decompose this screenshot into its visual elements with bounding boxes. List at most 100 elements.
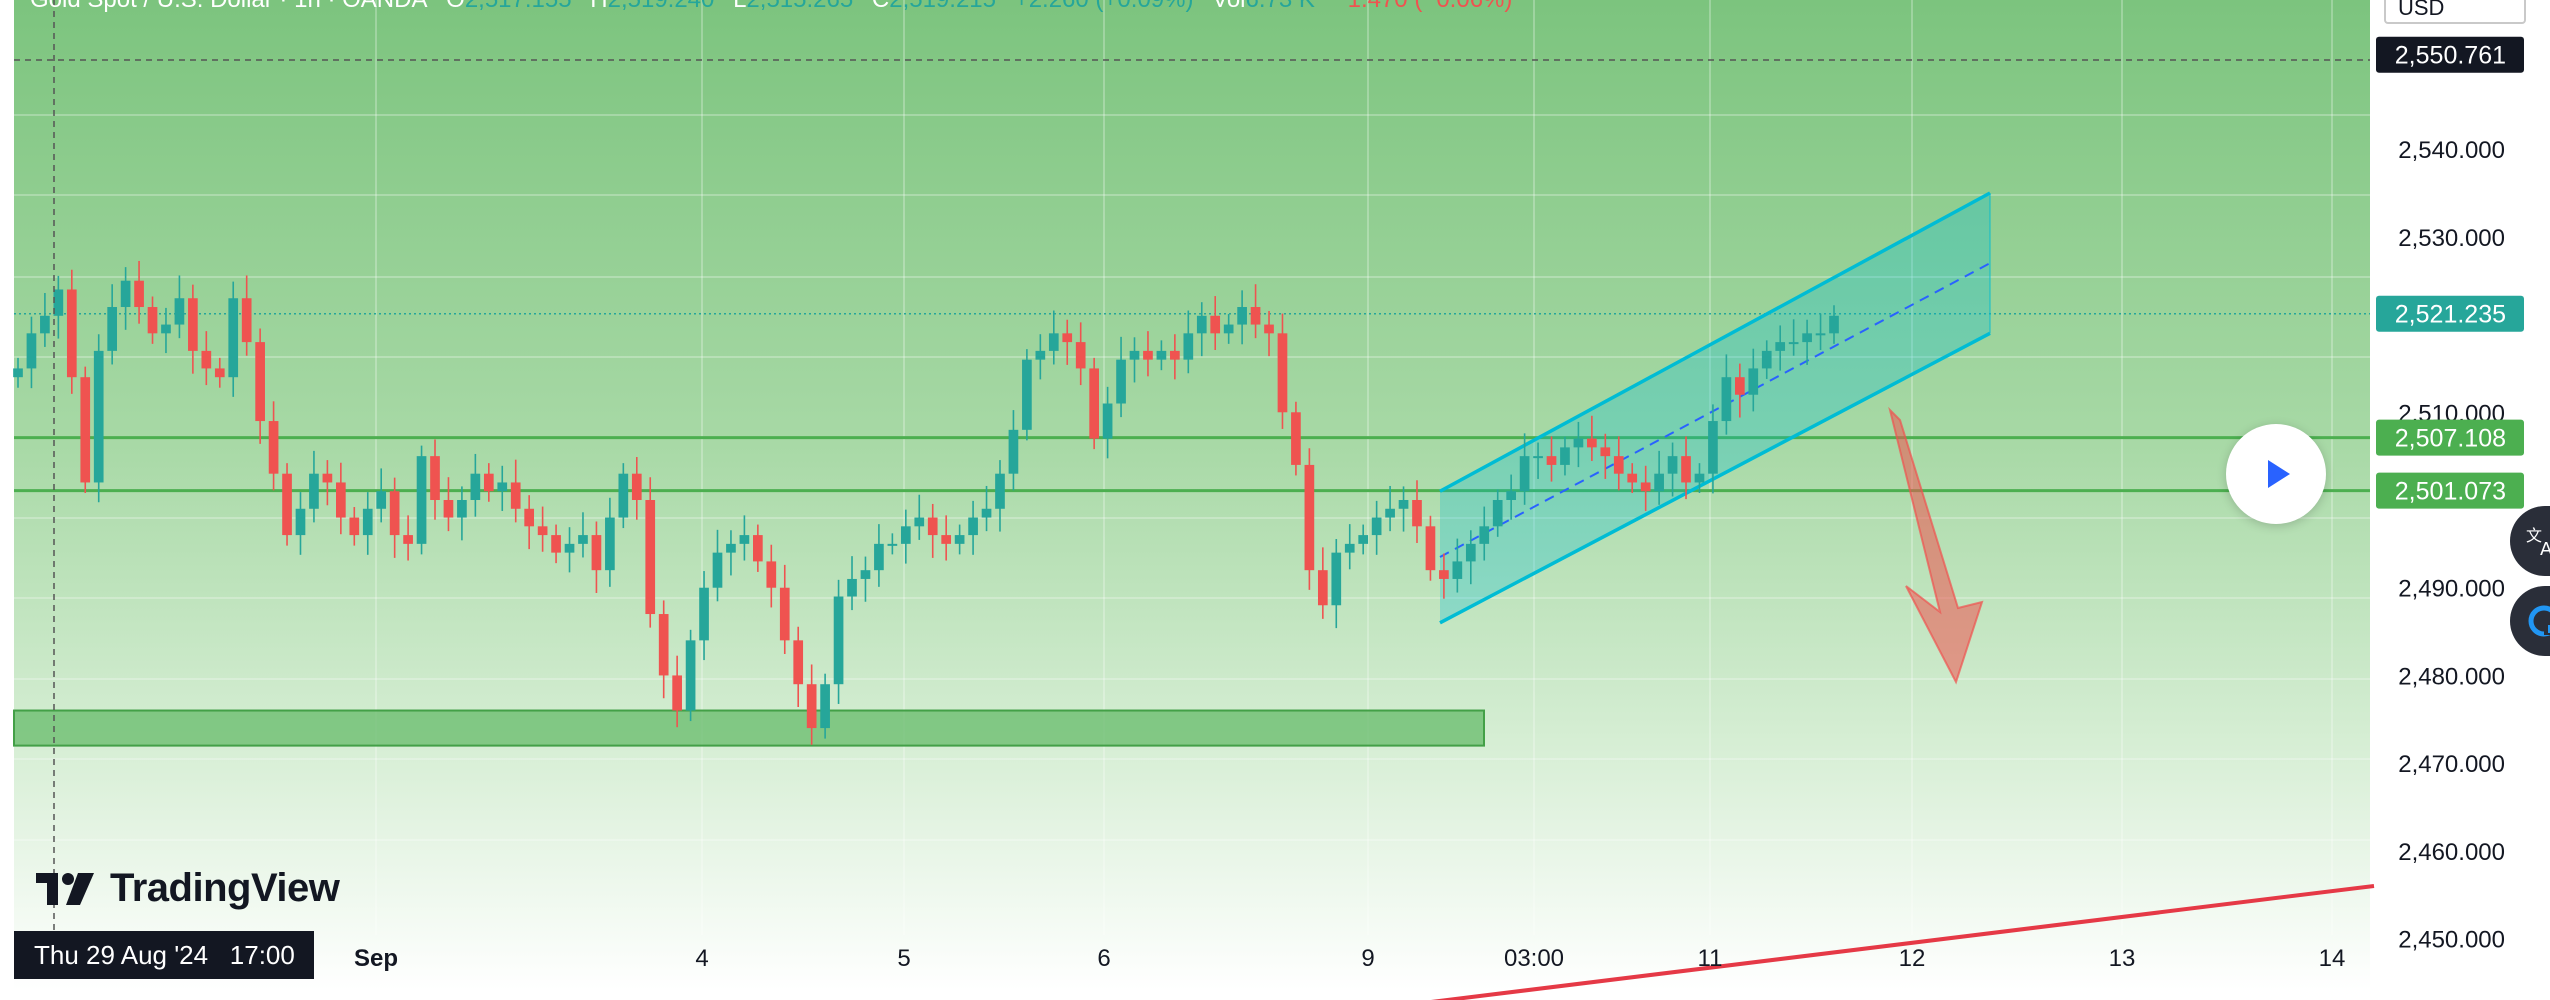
channel-lower-line[interactable] bbox=[1439, 331, 1991, 625]
candle-up bbox=[1008, 410, 1019, 491]
candle-up bbox=[1708, 404, 1718, 494]
tradingview-logo[interactable]: TradingView bbox=[36, 866, 340, 911]
candle-down bbox=[779, 564, 790, 654]
candle-up bbox=[1331, 539, 1342, 629]
time-axis[interactable]: Sep 4 5 6 9 03:00 11 12 13 14 bbox=[354, 945, 2345, 972]
candle-down bbox=[241, 275, 252, 356]
candle-down bbox=[1412, 480, 1422, 543]
candle-body bbox=[1317, 570, 1328, 606]
candle-down bbox=[322, 460, 333, 506]
red-trendline[interactable] bbox=[1376, 883, 2375, 1000]
close-label: C bbox=[872, 0, 889, 13]
candle-down bbox=[806, 664, 817, 745]
candle-body bbox=[120, 280, 131, 308]
channel-layer[interactable] bbox=[1439, 191, 1991, 625]
candle-body bbox=[1802, 333, 1812, 343]
candle-down bbox=[941, 515, 952, 561]
candle-body bbox=[107, 307, 118, 351]
candle-body bbox=[887, 543, 898, 546]
candle-up bbox=[605, 497, 615, 587]
candle-body bbox=[1102, 403, 1113, 439]
candle-down bbox=[255, 328, 265, 444]
candle-down bbox=[66, 269, 77, 394]
candle-down bbox=[336, 462, 346, 535]
candle-body bbox=[779, 587, 790, 641]
price-label-green[interactable]: 2,501.073 bbox=[2376, 472, 2524, 509]
candle-down bbox=[1613, 436, 1624, 491]
candle-body bbox=[1560, 447, 1570, 465]
candle-up bbox=[362, 492, 373, 555]
candle-body bbox=[1035, 350, 1046, 360]
candle-down bbox=[1425, 515, 1436, 581]
replay-button[interactable] bbox=[2226, 424, 2326, 524]
candle-body bbox=[1667, 456, 1678, 474]
candle-up bbox=[1560, 436, 1570, 476]
candle-body bbox=[1815, 333, 1826, 336]
currency-selector[interactable]: USD bbox=[2384, 0, 2526, 24]
candle-body bbox=[255, 342, 265, 422]
arrow-layer[interactable] bbox=[1888, 406, 1984, 685]
candle-up bbox=[564, 527, 575, 573]
price-label-dark[interactable]: 2,550.761 bbox=[2376, 36, 2524, 73]
candle-up bbox=[1479, 506, 1490, 561]
price-axis[interactable]: 2,540.0002,530.0002,510.0002,490.0002,48… bbox=[2376, 36, 2524, 954]
bearish-arrow[interactable] bbox=[1888, 406, 1984, 685]
candle-body bbox=[1143, 350, 1153, 360]
candle-body bbox=[93, 350, 104, 483]
candle-body bbox=[1358, 535, 1369, 544]
symbol-title[interactable]: Gold Spot / U.S. Dollar · 1h · OANDA bbox=[30, 0, 427, 13]
price-label-teal[interactable]: 2,521.235 bbox=[2376, 295, 2524, 332]
candle-down bbox=[645, 477, 656, 628]
high-value: 2,519.240 bbox=[608, 0, 715, 13]
price-label-text: 2,550.761 bbox=[2395, 42, 2506, 70]
candle-up bbox=[40, 292, 50, 347]
candle-body bbox=[766, 561, 777, 588]
candle-body bbox=[1277, 333, 1288, 413]
channel-mid-line[interactable] bbox=[1439, 262, 1991, 558]
candle-body bbox=[1492, 500, 1503, 527]
candle-up bbox=[1573, 421, 1584, 468]
candle-up bbox=[1237, 290, 1247, 345]
candle-body bbox=[1412, 500, 1422, 527]
candle-body bbox=[389, 491, 400, 536]
candle-down bbox=[927, 503, 938, 558]
demand-zone[interactable] bbox=[13, 709, 1485, 747]
candle-up bbox=[120, 267, 131, 330]
candle-down bbox=[1681, 436, 1691, 500]
price-label-text: 2,521.235 bbox=[2395, 301, 2506, 329]
crosshair-date-label: Thu 29 Aug '24 17:00 bbox=[14, 931, 314, 979]
time-tick-label: 03:00 bbox=[1504, 945, 1564, 972]
candle-body bbox=[483, 473, 494, 492]
candle-down bbox=[1210, 296, 1221, 350]
candle-body bbox=[403, 535, 413, 544]
price-label-green[interactable]: 2,507.108 bbox=[2376, 419, 2524, 456]
candle-up bbox=[712, 529, 723, 602]
candle-up bbox=[1802, 319, 1812, 365]
candle-down bbox=[1734, 363, 1745, 418]
time-tick-label: 13 bbox=[2109, 945, 2136, 972]
candle-body bbox=[1573, 438, 1584, 448]
candle-down bbox=[389, 477, 400, 558]
trendline-layer[interactable] bbox=[1376, 883, 2375, 1000]
candle-body bbox=[1385, 508, 1395, 518]
drawing-tool-icon bbox=[2528, 605, 2550, 637]
svg-text:文: 文 bbox=[2526, 526, 2542, 545]
candle-body bbox=[1425, 526, 1436, 571]
candle-body bbox=[591, 535, 602, 571]
time-tick-label: 11 bbox=[1698, 945, 1723, 972]
candle-down bbox=[1627, 463, 1638, 493]
candle-body bbox=[900, 526, 911, 544]
candle-body bbox=[147, 307, 158, 334]
price-label-box bbox=[2376, 295, 2524, 332]
volume-value: 6.73 K bbox=[1246, 0, 1315, 13]
candle-up bbox=[1452, 538, 1463, 593]
channel-upper-line[interactable] bbox=[1439, 191, 1991, 493]
candle-up bbox=[914, 494, 925, 540]
candle-body bbox=[53, 289, 64, 316]
candle-up bbox=[93, 334, 104, 503]
candle-body bbox=[1062, 333, 1073, 343]
candle-body bbox=[914, 517, 925, 527]
candle-down bbox=[1089, 357, 1099, 450]
candle-up bbox=[1721, 354, 1732, 435]
